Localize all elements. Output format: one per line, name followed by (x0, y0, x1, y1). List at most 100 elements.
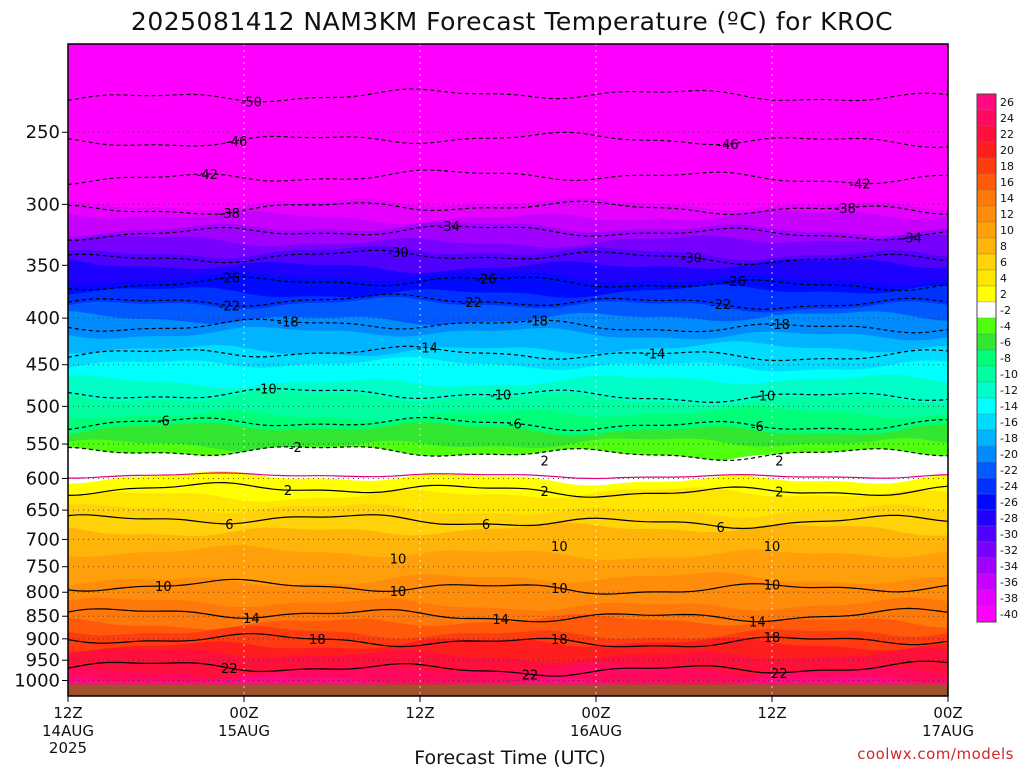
contour-label: -46 (226, 135, 247, 150)
colorbar-swatch (976, 557, 997, 575)
contour-label: 18 (764, 631, 781, 646)
colorbar-frame (976, 93, 997, 623)
contour-label: -10 (255, 383, 276, 398)
colorbar-label: -18 (1000, 432, 1018, 445)
contour-label: 10 (551, 582, 568, 597)
contour-line (67, 293, 949, 310)
y-tick-label: 600 (26, 468, 60, 489)
contour-label: 2 (541, 454, 549, 469)
colorbar-label: 18 (1000, 160, 1014, 173)
colorbar-swatch (976, 109, 997, 127)
colorbar-label: -28 (1000, 512, 1018, 525)
contour-label: 10 (764, 540, 781, 555)
contour-label: -22 (710, 298, 731, 313)
contour-label: 18 (309, 633, 326, 648)
colorbar-label: -36 (1000, 576, 1018, 589)
contour-label: 2 (284, 484, 292, 499)
contour-line (67, 276, 949, 292)
contour-label: 10 (551, 540, 568, 555)
y-tick-label: 350 (26, 255, 60, 276)
contour-label: -42 (849, 177, 870, 192)
colorbar-swatch (976, 477, 997, 495)
colorbar-swatch (976, 541, 997, 559)
contour-label: -18 (769, 318, 790, 333)
colorbar-swatch (976, 221, 997, 239)
colorbar: 26 24 22 20 18 16 14 12 10 8 6 4 2 -2 -4 -6 -8 -10 -12 -14 -… (976, 93, 1018, 623)
contour-label: 6 (482, 518, 490, 533)
contour-label: -18 (527, 314, 548, 329)
contour-label: 14 (492, 613, 509, 628)
colorbar-swatch (976, 93, 997, 111)
temperature-fill (68, 44, 948, 697)
contour-label: 10 (155, 580, 172, 595)
contour-label: -26 (475, 273, 496, 288)
contour-line (67, 632, 949, 648)
x-tick-date: 17AUG (922, 722, 974, 740)
colorbar-label: -8 (1000, 352, 1011, 365)
y-tick-label: 550 (26, 434, 60, 455)
contour-label: -22 (461, 296, 482, 311)
contour-line (67, 88, 949, 103)
contour-label: 10 (390, 585, 407, 600)
colorbar-label: 6 (1000, 256, 1007, 269)
contour-label: -22 (219, 300, 240, 315)
colorbar-label: 2 (1000, 288, 1007, 301)
colorbar-swatch (976, 285, 997, 303)
colorbar-label: 26 (1000, 96, 1014, 109)
y-tick-label: 1000 (14, 670, 60, 691)
contour-label: -34 (901, 231, 922, 246)
y-tick-label: 300 (26, 194, 60, 215)
contour-line (67, 318, 949, 334)
colorbar-label: -6 (1000, 336, 1011, 349)
contour-label: -14 (644, 347, 665, 362)
colorbar-swatch (976, 189, 997, 207)
colorbar-swatch (976, 301, 997, 319)
contour-line (67, 481, 949, 498)
contour-label: -46 (717, 138, 738, 153)
contour-label: 6 (225, 518, 233, 533)
y-tick-label: 800 (26, 582, 60, 603)
contour-label: -50 (241, 96, 262, 111)
contour-label: -18 (277, 316, 298, 331)
x-tick-label: 12Z (53, 704, 82, 722)
contour-line (67, 387, 949, 404)
colorbar-swatch (976, 381, 997, 399)
contour-label: -6 (157, 415, 170, 430)
colorbar-swatch (976, 493, 997, 511)
colorbar-label: -38 (1000, 592, 1018, 605)
colorbar-swatch (976, 413, 997, 431)
colorbar-label: 14 (1000, 192, 1014, 205)
contour-label: 22 (221, 662, 238, 677)
contour-line (68, 225, 949, 241)
colorbar-swatch (976, 397, 997, 415)
colorbar-label: -10 (1000, 368, 1018, 381)
contour-line (67, 607, 949, 623)
contour-label: 2 (775, 486, 783, 501)
contour-label: 2 (541, 485, 549, 500)
colorbar-swatch (976, 349, 997, 367)
watermark-text: coolwx.com/models (857, 745, 1014, 763)
colorbar-label: 10 (1000, 224, 1014, 237)
y-tick-label: 650 (26, 500, 60, 521)
colorbar-swatch (976, 333, 997, 351)
y-tick-label: 400 (26, 308, 60, 329)
contour-line (67, 660, 949, 677)
contour-label: -38 (835, 202, 856, 217)
contour-line (67, 514, 949, 530)
x-tick-label: 00Z (581, 704, 610, 722)
x-tick-label: 00Z (933, 704, 962, 722)
contour-line (67, 169, 948, 186)
colorbar-swatch (976, 445, 997, 463)
contour-line (67, 249, 949, 265)
colorbar-label: -40 (1000, 608, 1018, 621)
colorbar-label: -4 (1000, 320, 1011, 333)
contour-label: -26 (219, 271, 240, 286)
colorbar-swatch (976, 509, 997, 527)
contour-label: -34 (439, 220, 460, 235)
colorbar-label: -24 (1000, 480, 1018, 493)
contour-line (67, 416, 949, 432)
x-tick-label: 00Z (229, 704, 258, 722)
contour-label: -6 (751, 420, 764, 435)
colorbar-swatch (976, 141, 997, 159)
